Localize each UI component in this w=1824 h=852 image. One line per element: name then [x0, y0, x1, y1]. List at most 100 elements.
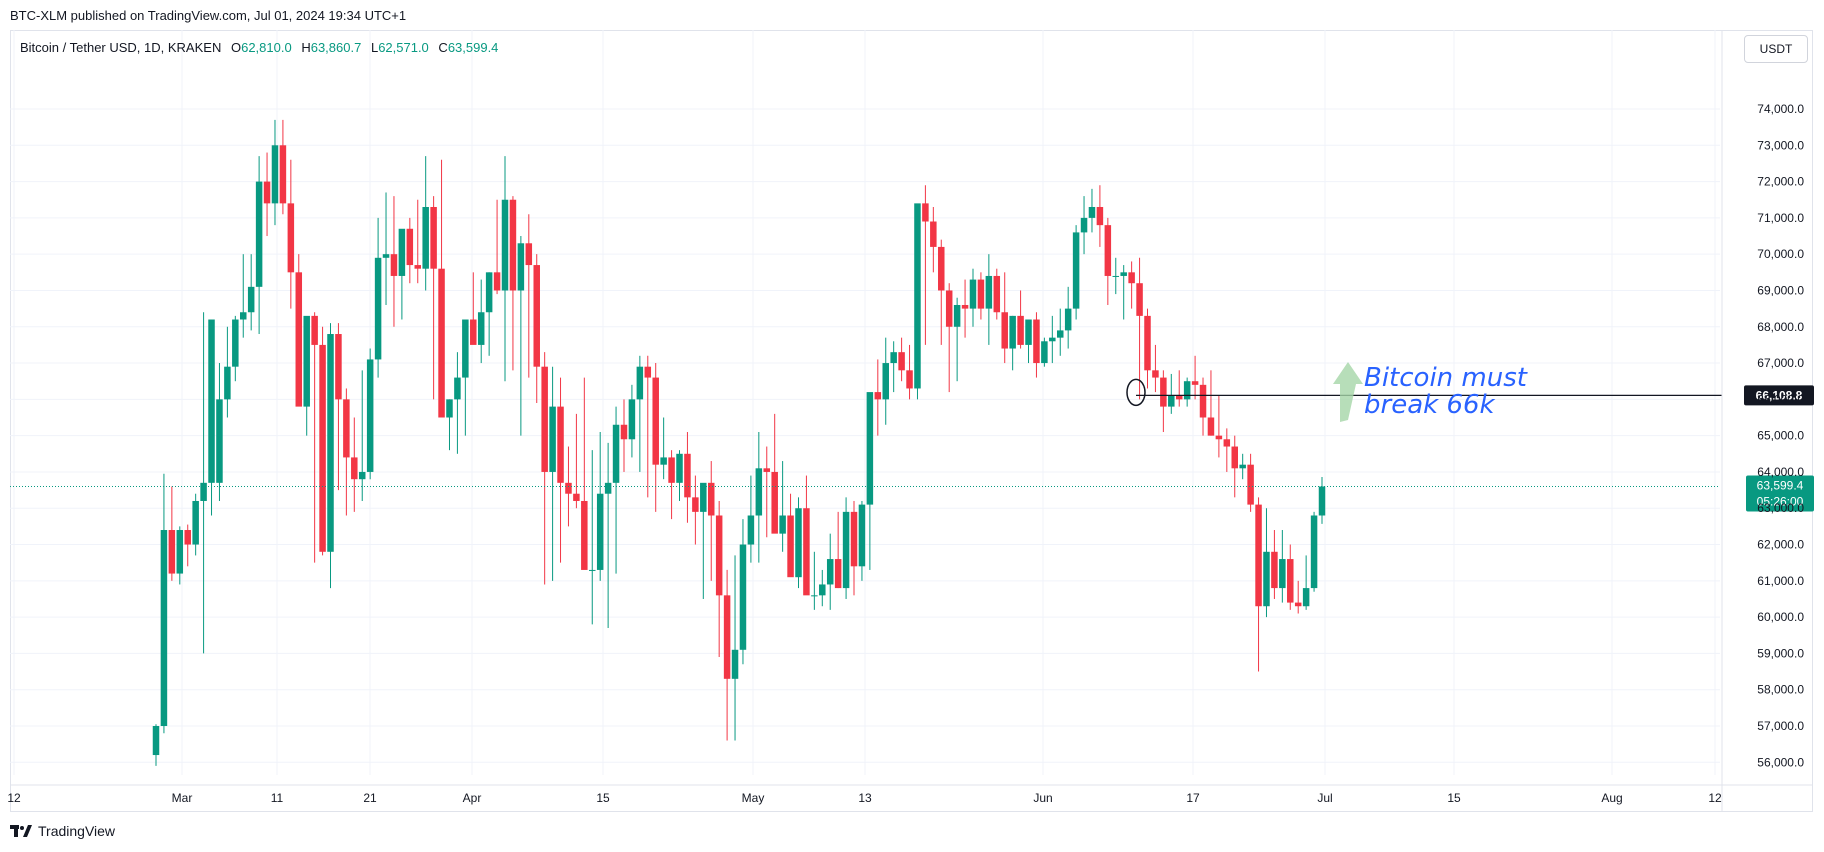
low-label: L	[370, 40, 379, 55]
candle-down	[263, 181, 271, 204]
candle-up	[271, 145, 279, 204]
candle-up	[795, 508, 802, 578]
candle-up	[1112, 275, 1120, 277]
time-tick-label: Aug	[1601, 791, 1622, 805]
open-label: O	[230, 40, 242, 55]
candle-down	[351, 457, 358, 480]
candle-down	[573, 493, 580, 501]
time-tick-label: Jul	[1317, 791, 1332, 805]
close-value: 63,599.4	[447, 40, 499, 55]
candle-down	[930, 221, 937, 247]
candle-down	[850, 511, 858, 567]
time-tick-label: 12	[7, 791, 21, 805]
candle-up	[255, 181, 263, 287]
candle-down	[295, 272, 303, 407]
candle-down	[1144, 315, 1151, 371]
candle-down	[470, 319, 477, 345]
low-value: 62,571.0	[378, 40, 429, 55]
candle-down	[493, 272, 501, 291]
currency-button[interactable]: USDT	[1744, 35, 1808, 63]
candle-up	[398, 228, 406, 276]
price-tick-label: 61,000.0	[1757, 574, 1804, 588]
candle-up	[628, 399, 636, 440]
price-tick-label: 68,000.0	[1757, 320, 1804, 334]
candle-down	[581, 500, 588, 570]
level-label: 66,108.8	[1756, 388, 1803, 402]
up-arrow-icon	[1333, 362, 1363, 422]
candle-down	[1247, 464, 1254, 505]
candle-up	[1310, 515, 1318, 589]
candle-down	[343, 399, 350, 458]
candle-down	[938, 246, 945, 291]
candle-up	[1049, 337, 1056, 342]
candle-down	[644, 366, 652, 378]
candle-down	[1160, 377, 1167, 407]
candle-down	[1191, 381, 1199, 385]
candle-up	[1056, 330, 1064, 338]
candle-up	[1025, 319, 1032, 345]
candle-down	[1017, 315, 1024, 345]
candle-down	[898, 352, 905, 371]
candle-up	[969, 279, 977, 309]
candle-down	[977, 279, 985, 309]
candle-up	[1120, 272, 1127, 276]
price-tick-label: 67,000.0	[1757, 356, 1804, 370]
candle-up	[826, 559, 834, 585]
price-tick-label: 70,000.0	[1757, 247, 1804, 261]
candle-up	[358, 471, 366, 480]
time-axis: 12 Mar 11 21 Apr 15 May 13 Jun 17 Jul 15 Aug 12	[7, 784, 1813, 805]
footer-brand[interactable]: TradingView	[10, 823, 115, 839]
last-price-badge	[1746, 475, 1814, 512]
candle-down	[335, 334, 342, 400]
candle-up	[1072, 232, 1080, 309]
candle-down	[922, 203, 929, 222]
candle-down	[906, 370, 913, 389]
overlays: 63,599.4 05:26:00 66,108.8	[10, 362, 1814, 512]
candle-up	[890, 352, 897, 364]
candle-down	[1033, 319, 1040, 364]
candle-up	[755, 468, 763, 516]
bar-countdown-label: 05:26:00	[1757, 494, 1804, 508]
candle-up	[1318, 486, 1326, 516]
candle-up	[739, 544, 747, 650]
candle-down	[311, 315, 318, 345]
price-tick-label: 63,000.0	[1757, 501, 1804, 515]
symbol-name: Bitcoin / Tether USD, 1D, KRAKEN	[20, 40, 222, 55]
candle-up	[200, 482, 207, 501]
candle-up	[501, 199, 509, 291]
candle-up	[303, 315, 310, 407]
candle-up	[374, 257, 382, 360]
annotation-line-1[interactable]: Bitcoin must	[1364, 363, 1527, 393]
price-tick-label: 72,000.0	[1757, 175, 1804, 189]
time-tick-label: 11	[271, 791, 284, 805]
candle-down	[406, 228, 414, 266]
candle-down	[1223, 439, 1231, 447]
candle-down	[1231, 446, 1238, 469]
candle-up	[636, 366, 644, 400]
candles	[152, 119, 1326, 766]
candle-down	[390, 254, 398, 276]
candle-up	[1064, 308, 1072, 331]
candle-up	[676, 453, 683, 483]
candle-down	[771, 471, 778, 534]
high-label: H	[301, 40, 311, 55]
candle-up	[1183, 381, 1191, 400]
candle-down	[287, 203, 295, 273]
candle-down	[1175, 395, 1183, 400]
candle-up	[208, 319, 215, 483]
candle-down	[1271, 551, 1278, 589]
candle-up	[240, 312, 247, 320]
candle-down	[668, 457, 675, 483]
candle-down	[168, 530, 176, 574]
candle-down	[430, 206, 437, 269]
candle-down	[414, 265, 422, 269]
candle-down	[1215, 435, 1223, 440]
time-tick-label: 17	[1186, 791, 1200, 805]
price-tick-label: 66,000.0	[1757, 392, 1804, 406]
candle-down	[945, 290, 953, 327]
candle-up	[1263, 551, 1270, 607]
candle-down	[803, 508, 810, 596]
annotation-line-2[interactable]: break 66k	[1364, 390, 1495, 420]
time-tick-label: 21	[363, 791, 377, 805]
